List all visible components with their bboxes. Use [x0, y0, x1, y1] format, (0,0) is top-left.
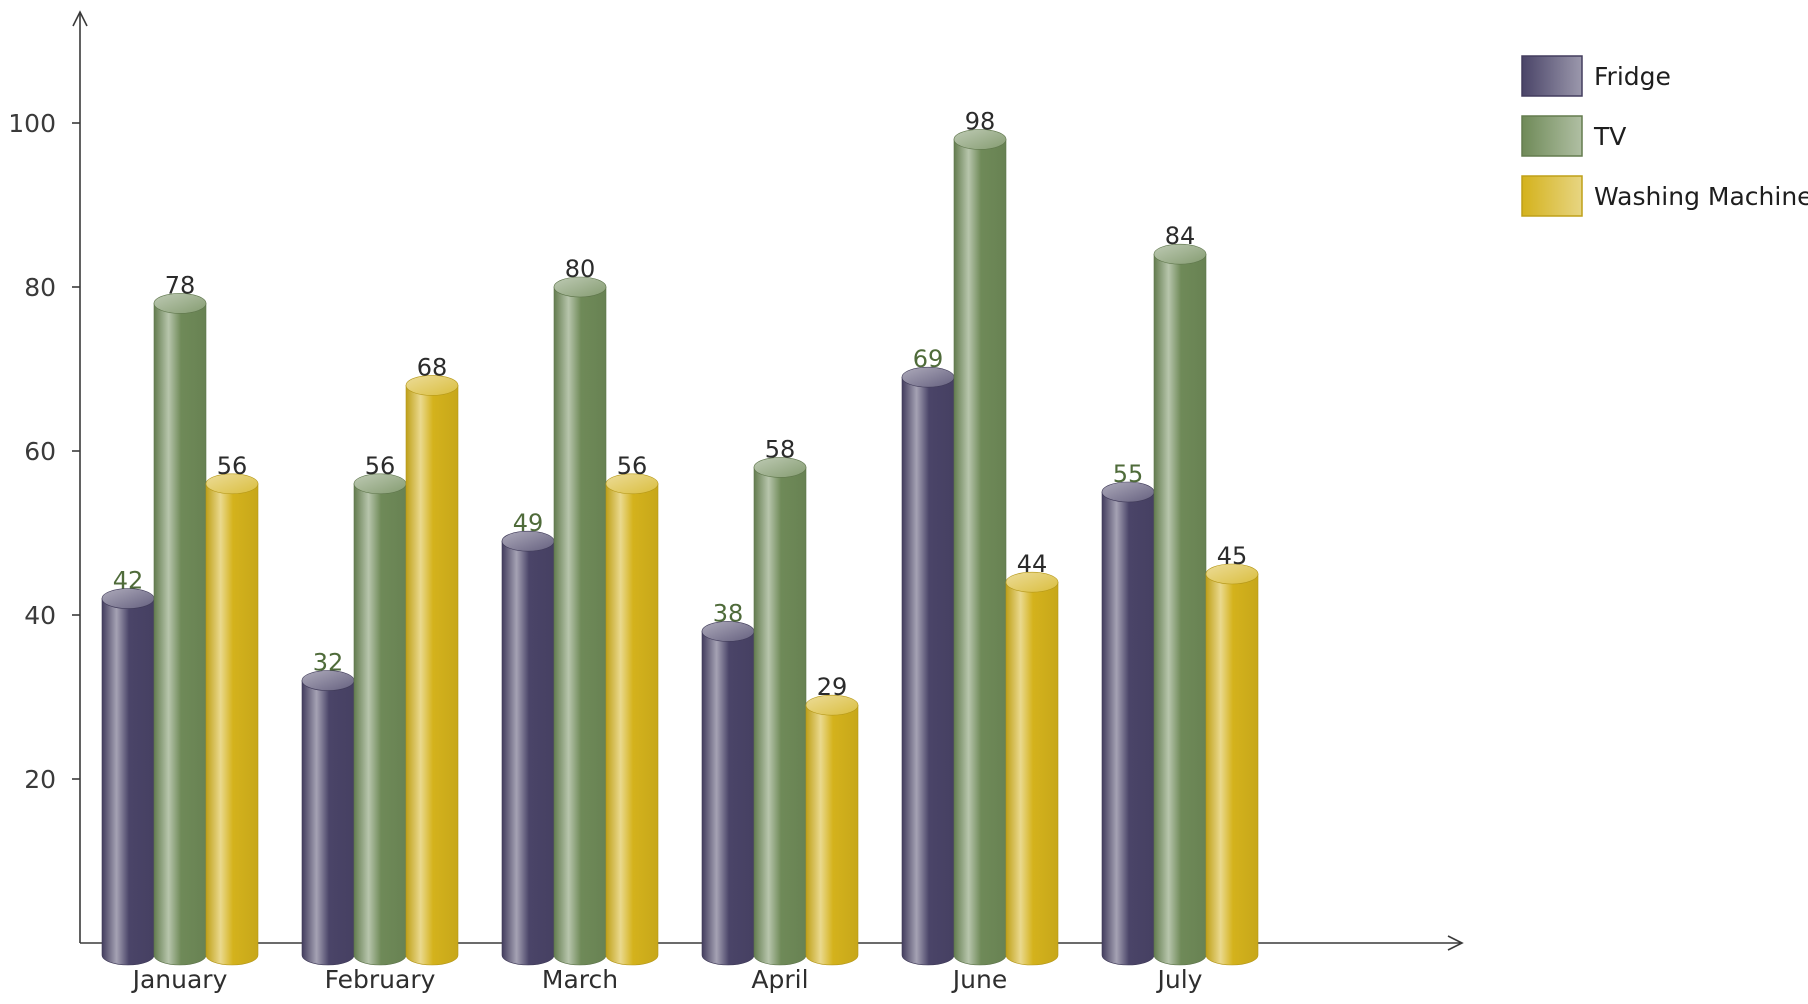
y-axis-arrow-icon — [72, 10, 88, 27]
data-label-washing-machine-july: 45 — [1217, 542, 1248, 570]
y-tick-label: 60 — [24, 437, 56, 466]
bar-washing-machine-april — [805, 694, 859, 966]
data-label-tv-march: 80 — [565, 255, 596, 283]
y-tick-label: 20 — [24, 765, 56, 794]
data-label-washing-machine-june: 44 — [1017, 550, 1048, 578]
legend-label: Fridge — [1594, 62, 1671, 91]
data-label-fridge-february: 32 — [313, 649, 344, 677]
bar-group-april — [701, 457, 859, 966]
bar-washing-machine-january — [205, 473, 259, 966]
bar-tv-march — [553, 276, 607, 966]
legend: Fridge TV Washing Machine — [1521, 55, 1808, 217]
bar-fridge-january — [101, 588, 155, 966]
x-tick-label-april: April — [751, 965, 808, 994]
bar-group-march — [501, 276, 659, 966]
legend-swatch — [1521, 55, 1583, 97]
bar-tv-july — [1153, 243, 1207, 966]
bar-fridge-february — [301, 670, 355, 966]
data-label-tv-july: 84 — [1165, 222, 1196, 250]
bar-fridge-june — [901, 366, 955, 966]
bar-washing-machine-july — [1205, 563, 1259, 966]
legend-swatch — [1521, 175, 1583, 217]
data-label-washing-machine-april: 29 — [817, 673, 848, 701]
legend-swatch — [1521, 115, 1583, 157]
x-tick-label-february: February — [325, 965, 436, 994]
bar-tv-june — [953, 129, 1007, 966]
data-label-fridge-july: 55 — [1113, 460, 1144, 488]
data-label-washing-machine-january: 56 — [217, 452, 248, 480]
bar-fridge-march — [501, 530, 555, 966]
data-label-tv-january: 78 — [165, 271, 196, 299]
data-labels: 42 78 56 32 56 68 49 80 56 38 58 29 69 98 44 55 84 45 — [113, 107, 1248, 701]
bar-fridge-july — [1101, 481, 1155, 966]
bar-washing-machine-february — [405, 375, 459, 966]
axes: 20 40 60 80 100 January February March April June… — [8, 10, 1464, 994]
y-tick-label: 80 — [24, 273, 56, 302]
bar-group-june — [901, 129, 1059, 966]
legend-item-fridge: Fridge — [1521, 55, 1671, 97]
legend-label: TV — [1593, 122, 1626, 151]
legend-label: Washing Machine — [1594, 182, 1808, 211]
bar-group-january — [101, 293, 259, 966]
x-tick-label-june: June — [951, 965, 1007, 994]
data-label-fridge-april: 38 — [713, 599, 744, 627]
y-tick-label: 40 — [24, 601, 56, 630]
bar-washing-machine-march — [605, 473, 659, 966]
x-axis-arrow-icon — [1447, 935, 1464, 951]
bar-tv-february — [353, 473, 407, 966]
bar-washing-machine-june — [1005, 571, 1059, 966]
x-tick-label-march: March — [542, 965, 618, 994]
bar-fridge-april — [701, 621, 755, 966]
bar-group-february — [301, 375, 459, 966]
data-label-tv-june: 98 — [965, 107, 996, 135]
bar-tv-january — [153, 293, 207, 966]
legend-item-tv: TV — [1521, 115, 1626, 157]
y-tick-label: 100 — [8, 109, 56, 138]
data-label-fridge-january: 42 — [113, 567, 144, 595]
data-label-fridge-march: 49 — [513, 509, 544, 537]
data-label-tv-april: 58 — [765, 435, 796, 463]
legend-item-washing-machine: Washing Machine — [1521, 175, 1808, 217]
bar-group-july — [1101, 243, 1259, 966]
data-label-tv-february: 56 — [365, 452, 396, 480]
x-tick-label-july: July — [1156, 965, 1203, 994]
data-label-washing-machine-march: 56 — [617, 452, 648, 480]
data-label-washing-machine-february: 68 — [417, 353, 448, 381]
x-tick-label-january: January — [131, 965, 228, 994]
data-label-fridge-june: 69 — [913, 345, 944, 373]
bar-tv-april — [753, 457, 807, 966]
bars — [101, 129, 1259, 966]
